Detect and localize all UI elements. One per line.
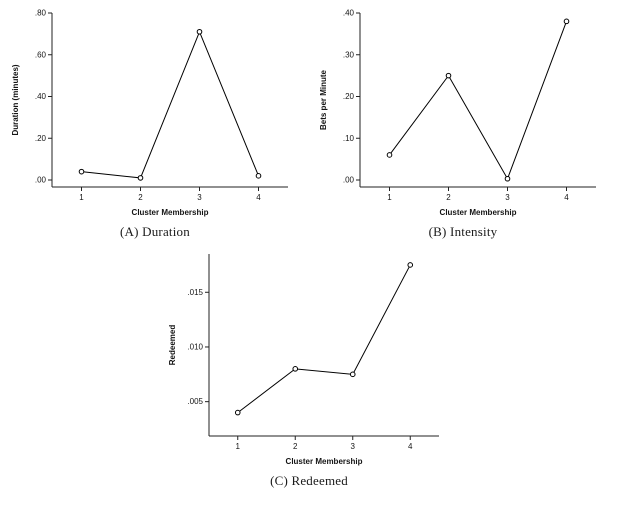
x-tick-label: 2	[138, 193, 143, 202]
x-tick-label: 1	[79, 193, 84, 202]
chart-redeemed: .005 .010 .015 1 2 3 4 Cluster Membership Redeem…	[163, 244, 455, 489]
x-tick-label: 1	[387, 193, 392, 202]
y-tick-label: .40	[35, 92, 47, 101]
x-tick-label: 4	[256, 193, 261, 202]
x-axis-title: Cluster Membership	[286, 457, 363, 466]
y-axis-title: Duration (minutes)	[11, 64, 20, 135]
data-point	[137, 175, 144, 181]
y-tick-label: .20	[343, 92, 355, 101]
y-axis-title: Redeemed	[168, 325, 177, 366]
x-tick-label: 2	[446, 193, 451, 202]
chart-duration: .00 .20 .40 .60 .80 1 2 3 4 Cluster Membership Dur…	[6, 3, 304, 240]
y-tick-label: .010	[187, 342, 203, 351]
data-point	[234, 409, 241, 416]
data-point	[504, 175, 511, 182]
series-line	[81, 30, 259, 179]
chart-intensity: .00 .10 .20 .30 .40 1 2 3 4 Cluster Membership Bet…	[314, 3, 612, 240]
y-tick-label: .00	[343, 176, 355, 185]
chart-caption-duration: (A) Duration	[120, 224, 190, 239]
y-tick-label: .60	[35, 50, 47, 59]
data-point	[563, 18, 570, 25]
y-tick-label: .005	[187, 397, 203, 406]
duration-line-chart: .00 .20 .40 .60 .80 1 2 3 4 Cluster Membership Dur…	[6, 3, 304, 221]
y-tick-label: .40	[343, 9, 355, 18]
x-tick-label: 4	[408, 442, 413, 451]
intensity-line-chart: .00 .10 .20 .30 .40 1 2 3 4 Cluster Membership Bet…	[314, 3, 612, 221]
x-tick-label: 3	[351, 442, 356, 451]
data-point	[349, 371, 356, 378]
redeemed-line-chart: .005 .010 .015 1 2 3 4 Cluster Membership Redeem…	[163, 244, 455, 470]
data-point	[445, 72, 452, 79]
y-tick-label: .00	[35, 176, 47, 185]
data-point	[386, 152, 393, 158]
y-axis-title: Bets per Minute	[319, 69, 328, 130]
y-tick-label: .20	[35, 134, 47, 143]
x-axis-title: Cluster Membership	[440, 208, 517, 217]
data-point	[78, 168, 85, 175]
x-tick-label: 3	[197, 193, 202, 202]
y-tick-label: .10	[343, 134, 355, 143]
bottom-row: .005 .010 .015 1 2 3 4 Cluster Membership Redeem…	[0, 244, 618, 489]
data-point	[196, 28, 203, 35]
chart-caption-redeemed: (C) Redeemed	[270, 473, 348, 488]
series-line	[389, 21, 567, 180]
series-line	[237, 264, 411, 413]
y-tick-label: .30	[343, 50, 355, 59]
y-tick-label: .80	[35, 9, 47, 18]
data-point	[292, 366, 299, 372]
x-tick-label: 2	[293, 442, 298, 451]
y-tick-label: .015	[187, 288, 203, 297]
data-point	[407, 262, 414, 268]
chart-caption-intensity: (B) Intensity	[428, 224, 498, 239]
x-tick-label: 3	[505, 193, 510, 202]
top-row: .00 .20 .40 .60 .80 1 2 3 4 Cluster Membership Dur…	[0, 3, 618, 240]
data-point	[255, 173, 262, 179]
x-axis-title: Cluster Membership	[132, 208, 209, 217]
x-tick-label: 1	[236, 442, 241, 451]
x-tick-label: 4	[564, 193, 569, 202]
